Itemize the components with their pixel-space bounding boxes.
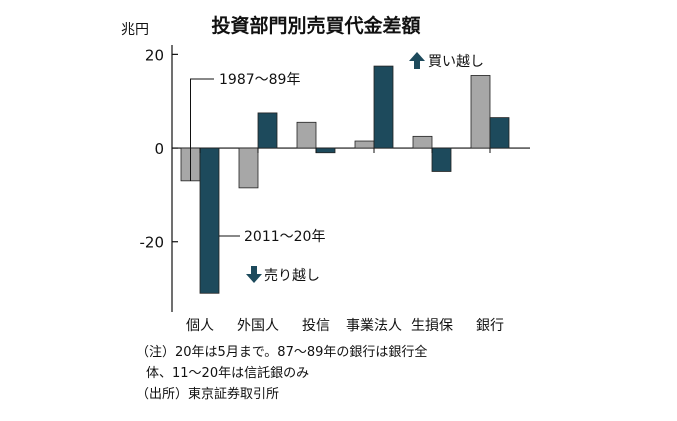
bar-2011-20: [315, 147, 336, 154]
bar-2011-20: [257, 112, 278, 149]
y-tick-label: 20: [145, 46, 164, 64]
x-tick-label: 個人: [186, 318, 214, 334]
bar-2011-20: [373, 65, 394, 149]
source-note: （出所）東京証券取引所: [136, 387, 280, 402]
bar-1987-89: [354, 140, 375, 149]
bar-1987-89: [470, 75, 491, 149]
chart-title: 投資部門別売買代金差額: [211, 14, 420, 37]
series-1987-89-leader: [190, 78, 214, 181]
note-line-2: 体、11〜20年は信託銀のみ: [146, 366, 310, 381]
buy-annotation: 買い越し: [428, 54, 484, 70]
series-2011-20-label: 2011〜20年: [244, 229, 325, 245]
sell-annotation: 売り越し: [264, 268, 320, 284]
x-tick-label: 生損保: [411, 318, 453, 334]
x-tick-label: 外国人: [237, 318, 279, 334]
x-tick-label: 銀行: [476, 318, 504, 334]
series-1987-89-label: 1987〜89年: [219, 72, 300, 88]
y-tick-label: 0: [154, 140, 164, 158]
x-tick-label: 投信: [302, 318, 330, 334]
up-arrow-icon: [409, 52, 425, 69]
bar-2011-20: [431, 147, 452, 172]
y-tick-label: -20: [140, 234, 165, 252]
down-arrow-icon: [246, 266, 262, 283]
bar-2011-20: [489, 117, 510, 149]
bar-1987-89: [412, 135, 433, 149]
y-axis-unit: 兆円: [121, 22, 149, 38]
chart-notes: （注）20年は5月まで。87〜89年の銀行は銀行全 体、11〜20年は信託銀のみ…: [136, 342, 536, 405]
x-tick-label: 事業法人: [346, 318, 402, 334]
bar-1987-89: [296, 121, 317, 149]
note-line-1: （注）20年は5月まで。87〜89年の銀行は銀行全: [136, 345, 428, 360]
bar-1987-89: [238, 147, 259, 189]
bar-2011-20: [199, 147, 220, 294]
